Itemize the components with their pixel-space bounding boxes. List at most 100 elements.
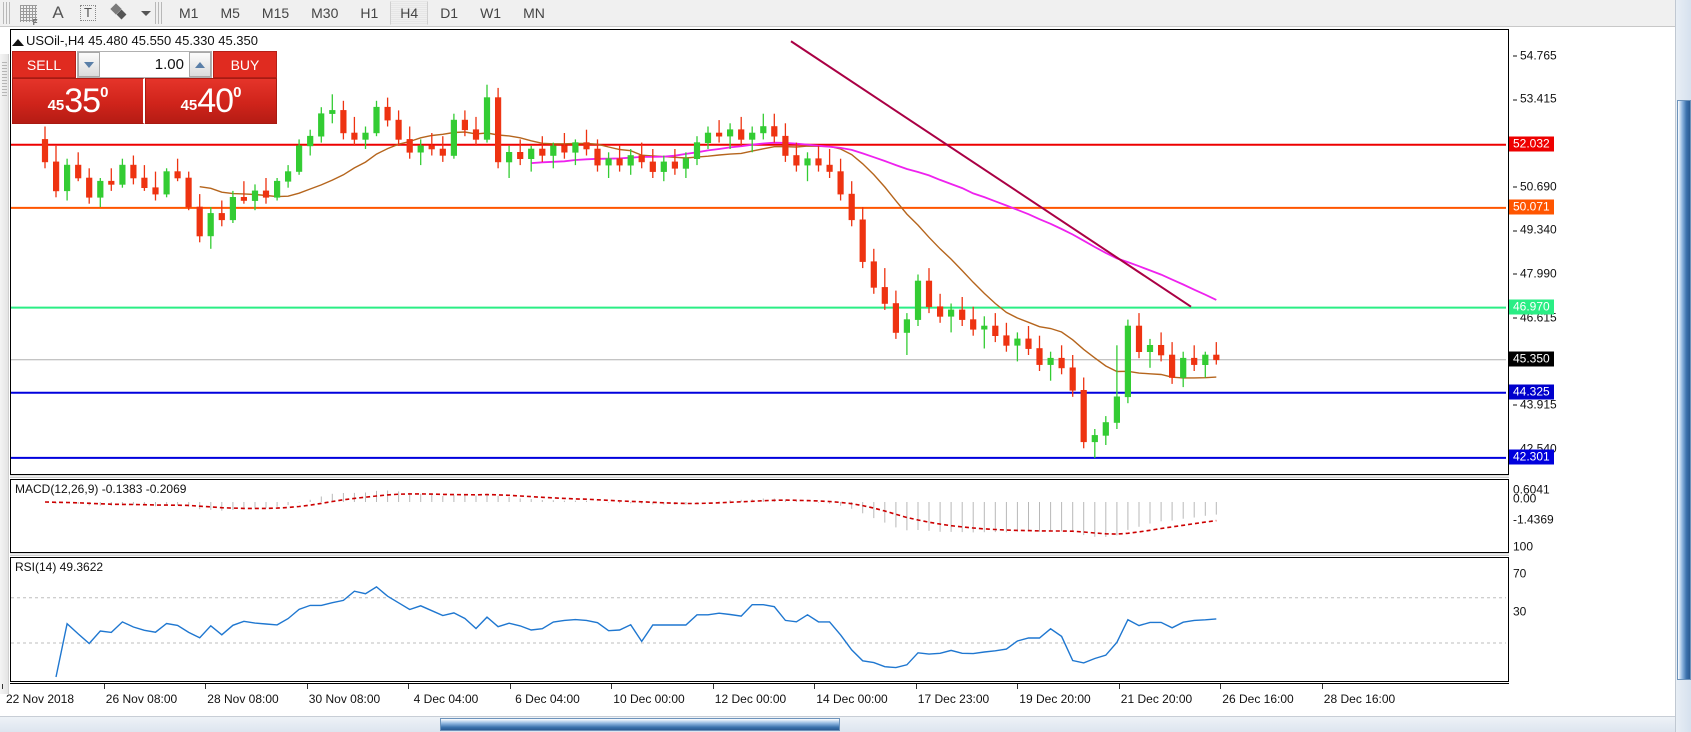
timeframe-m15[interactable]: M15 xyxy=(261,5,290,21)
timeframe-m30[interactable]: M30 xyxy=(311,5,339,21)
timeframe-d1[interactable]: D1 xyxy=(440,5,459,21)
volume-increase-button[interactable] xyxy=(189,52,211,77)
price-plot xyxy=(11,40,1506,459)
price-tag: 45.350 xyxy=(1509,351,1554,367)
time-axis-label: 12 Dec 00:00 xyxy=(714,692,787,706)
time-axis-label: 30 Nov 08:00 xyxy=(308,692,381,706)
price-tag: 44.325 xyxy=(1509,384,1554,400)
sell-price-display[interactable]: 45 35 0 xyxy=(12,78,145,124)
grid-f-icon-label: F xyxy=(32,17,38,27)
timeframe-mn[interactable]: MN xyxy=(523,5,545,21)
price-tick: 49.340 xyxy=(1513,223,1557,237)
volume-decrease-button[interactable] xyxy=(78,52,100,77)
text-a-icon[interactable]: A xyxy=(43,1,73,25)
timeframe-m5[interactable]: M5 xyxy=(220,5,240,21)
buy-price-big-figure: 45 xyxy=(180,97,198,114)
macd-plot xyxy=(44,490,1217,537)
vertical-scrollbar[interactable] xyxy=(1675,0,1691,732)
price-tick: 54.765 xyxy=(1513,49,1557,62)
price-tick: 50.690 xyxy=(1513,180,1557,193)
time-tick xyxy=(1321,684,1323,689)
price-tick: 53.415 xyxy=(1513,92,1557,106)
buy-price-display[interactable]: 45 40 0 xyxy=(145,78,277,124)
rsi-label: RSI(14) 49.3622 xyxy=(15,560,104,574)
time-axis-label: 14 Dec 00:00 xyxy=(816,692,888,706)
time-axis-label: 19 Dec 20:00 xyxy=(1019,692,1091,706)
rsi-pane[interactable]: RSI(14) 49.3622 xyxy=(10,557,1509,682)
time-tick xyxy=(509,684,511,689)
pane-divider-2[interactable] xyxy=(10,553,1509,556)
time-tick xyxy=(1118,684,1120,689)
text-label-icon[interactable]: T xyxy=(73,1,103,25)
volume-stepper[interactable]: 1.00 xyxy=(77,51,212,78)
price-tag: 50.071 xyxy=(1509,199,1554,215)
chart-left-grip[interactable] xyxy=(0,54,9,694)
time-axis-label: 6 Dec 04:00 xyxy=(515,692,580,706)
chart-container[interactable]: USOil-,H4 45.480 45.550 45.330 45.350 MA… xyxy=(0,27,1691,732)
volume-input[interactable]: 1.00 xyxy=(100,52,189,77)
toolbar-drag-handle[interactable] xyxy=(3,2,11,24)
time-tick xyxy=(611,684,612,689)
price-tick: 43.915 xyxy=(1513,398,1557,411)
text-a-icon-glyph: A xyxy=(52,3,64,22)
time-axis-label: 26 Dec 16:00 xyxy=(1222,692,1294,706)
time-tick xyxy=(712,684,714,689)
text-label-icon-glyph: T xyxy=(80,5,96,21)
macd-axis-tick: 0.00 xyxy=(1513,491,1537,506)
time-axis-label: 26 Nov 08:00 xyxy=(105,692,178,706)
price-tick: 46.615 xyxy=(1513,311,1557,325)
chevron-down-icon[interactable] xyxy=(141,10,151,16)
price-axis[interactable]: 54.765 53.415 50.690 49.340 47.990 46.615 43.9… xyxy=(1509,27,1691,732)
time-tick xyxy=(103,684,105,689)
time-axis-label: 21 Dec 20:00 xyxy=(1120,692,1193,706)
price-tag: 42.301 xyxy=(1509,449,1554,465)
price-tick: 47.990 xyxy=(1513,267,1557,280)
macd-axis-tick: 0.6041 xyxy=(1513,482,1550,497)
time-axis-label: 10 Dec 00:00 xyxy=(613,692,685,706)
rsi-axis-tick: 100 xyxy=(1513,539,1534,554)
timeframe-h1[interactable]: H1 xyxy=(360,5,379,21)
rsi-plot xyxy=(11,586,1506,678)
timeframe-w1[interactable]: W1 xyxy=(480,5,502,21)
time-tick xyxy=(814,684,815,689)
time-tick xyxy=(306,684,308,689)
time-tick xyxy=(1220,684,1221,689)
main-toolbar: F A T M1 M5 M15 M30 H1 H4 D1 W1 MN xyxy=(0,0,1691,27)
buy-button[interactable]: BUY xyxy=(213,51,277,78)
buy-price-fraction: 0 xyxy=(233,84,242,101)
macd-axis-tick: -1.4369 xyxy=(1513,512,1554,527)
time-tick xyxy=(408,684,409,689)
time-axis-label: 28 Nov 08:00 xyxy=(207,692,279,706)
sell-button[interactable]: SELL xyxy=(12,51,76,78)
one-click-trading-panel[interactable]: SELL 1.00 BUY 45 35 0 45 40 0 xyxy=(12,51,277,124)
shapes-icon[interactable] xyxy=(103,1,139,25)
buy-price-main: 40 xyxy=(197,82,234,120)
horizontal-scrollbar[interactable] xyxy=(0,716,1675,732)
grid-f-icon[interactable]: F xyxy=(13,1,43,27)
timeframe-m1[interactable]: M1 xyxy=(179,5,199,21)
vertical-scrollbar-thumb[interactable] xyxy=(1677,100,1691,680)
macd-pane[interactable]: MACD(12,26,9) -0.1383 -0.2069 xyxy=(10,479,1509,553)
rsi-axis-tick: 70 xyxy=(1513,566,1527,581)
time-axis-label: 17 Dec 23:00 xyxy=(917,692,990,706)
sell-price-fraction: 0 xyxy=(100,84,109,101)
time-tick xyxy=(2,684,3,689)
sell-price-main: 35 xyxy=(64,82,101,120)
pane-divider-1[interactable] xyxy=(10,475,1509,478)
toolbar-separator xyxy=(155,2,163,24)
price-tag: 46.970 xyxy=(1509,299,1554,315)
time-tick xyxy=(915,684,917,689)
time-tick xyxy=(1017,684,1018,689)
macd-label: MACD(12,26,9) -0.1383 -0.2069 xyxy=(15,482,187,496)
time-axis-label: 28 Dec 16:00 xyxy=(1323,692,1396,706)
symbol-ohlc-text: USOil-,H4 45.480 45.550 45.330 45.350 xyxy=(26,33,259,48)
timeframe-h4[interactable]: H4 xyxy=(390,1,429,25)
collapse-arrow-icon[interactable] xyxy=(12,39,24,46)
symbol-ohlc-label: USOil-,H4 45.480 45.550 45.330 45.350 xyxy=(12,33,258,48)
horizontal-scrollbar-thumb[interactable] xyxy=(440,718,840,731)
time-tick xyxy=(205,684,206,689)
rsi-axis-tick: 30 xyxy=(1513,604,1527,619)
time-axis-label: 22 Nov 2018 xyxy=(5,692,75,706)
sell-price-big-figure: 45 xyxy=(47,97,65,114)
price-tag: 52.032 xyxy=(1509,136,1554,152)
